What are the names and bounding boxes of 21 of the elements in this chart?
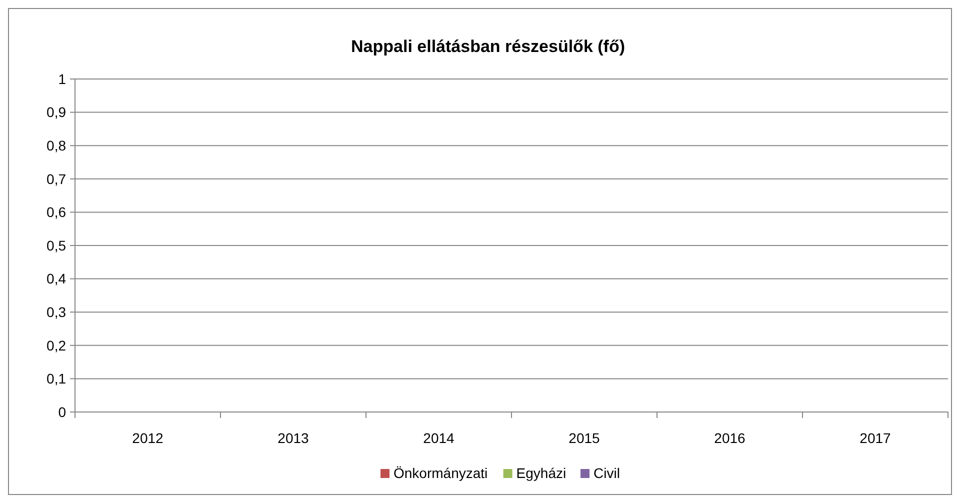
y-tick-label: 0 [58, 404, 66, 420]
x-tick-label: 2017 [860, 430, 892, 446]
x-tick-label: 2015 [568, 430, 600, 446]
y-tick-label: 1 [58, 70, 66, 87]
y-tick-label: 0,3 [46, 304, 66, 320]
y-tick-label: 0,1 [46, 370, 66, 387]
legend-label: Civil [594, 465, 620, 481]
x-tick-label: 2012 [132, 430, 164, 446]
y-tick-label: 0,2 [46, 337, 66, 354]
x-tick-label: 2016 [714, 430, 746, 446]
y-tick-label: 0,7 [46, 170, 66, 187]
y-tick-label: 0,4 [46, 270, 66, 287]
legend-label: Egyházi [516, 465, 566, 481]
x-tick-label: 2014 [423, 430, 455, 446]
y-tick-label: 0,8 [46, 138, 66, 154]
legend-label: Önkormányzati [394, 465, 488, 481]
x-tick-label: 2013 [278, 430, 310, 446]
y-tick-label: 0,6 [46, 204, 66, 220]
y-tick-label: 0,9 [46, 104, 66, 120]
y-tick-label: 0,5 [46, 237, 66, 254]
chart-title: Nappali ellátásban részesülők (fő) [351, 37, 625, 56]
